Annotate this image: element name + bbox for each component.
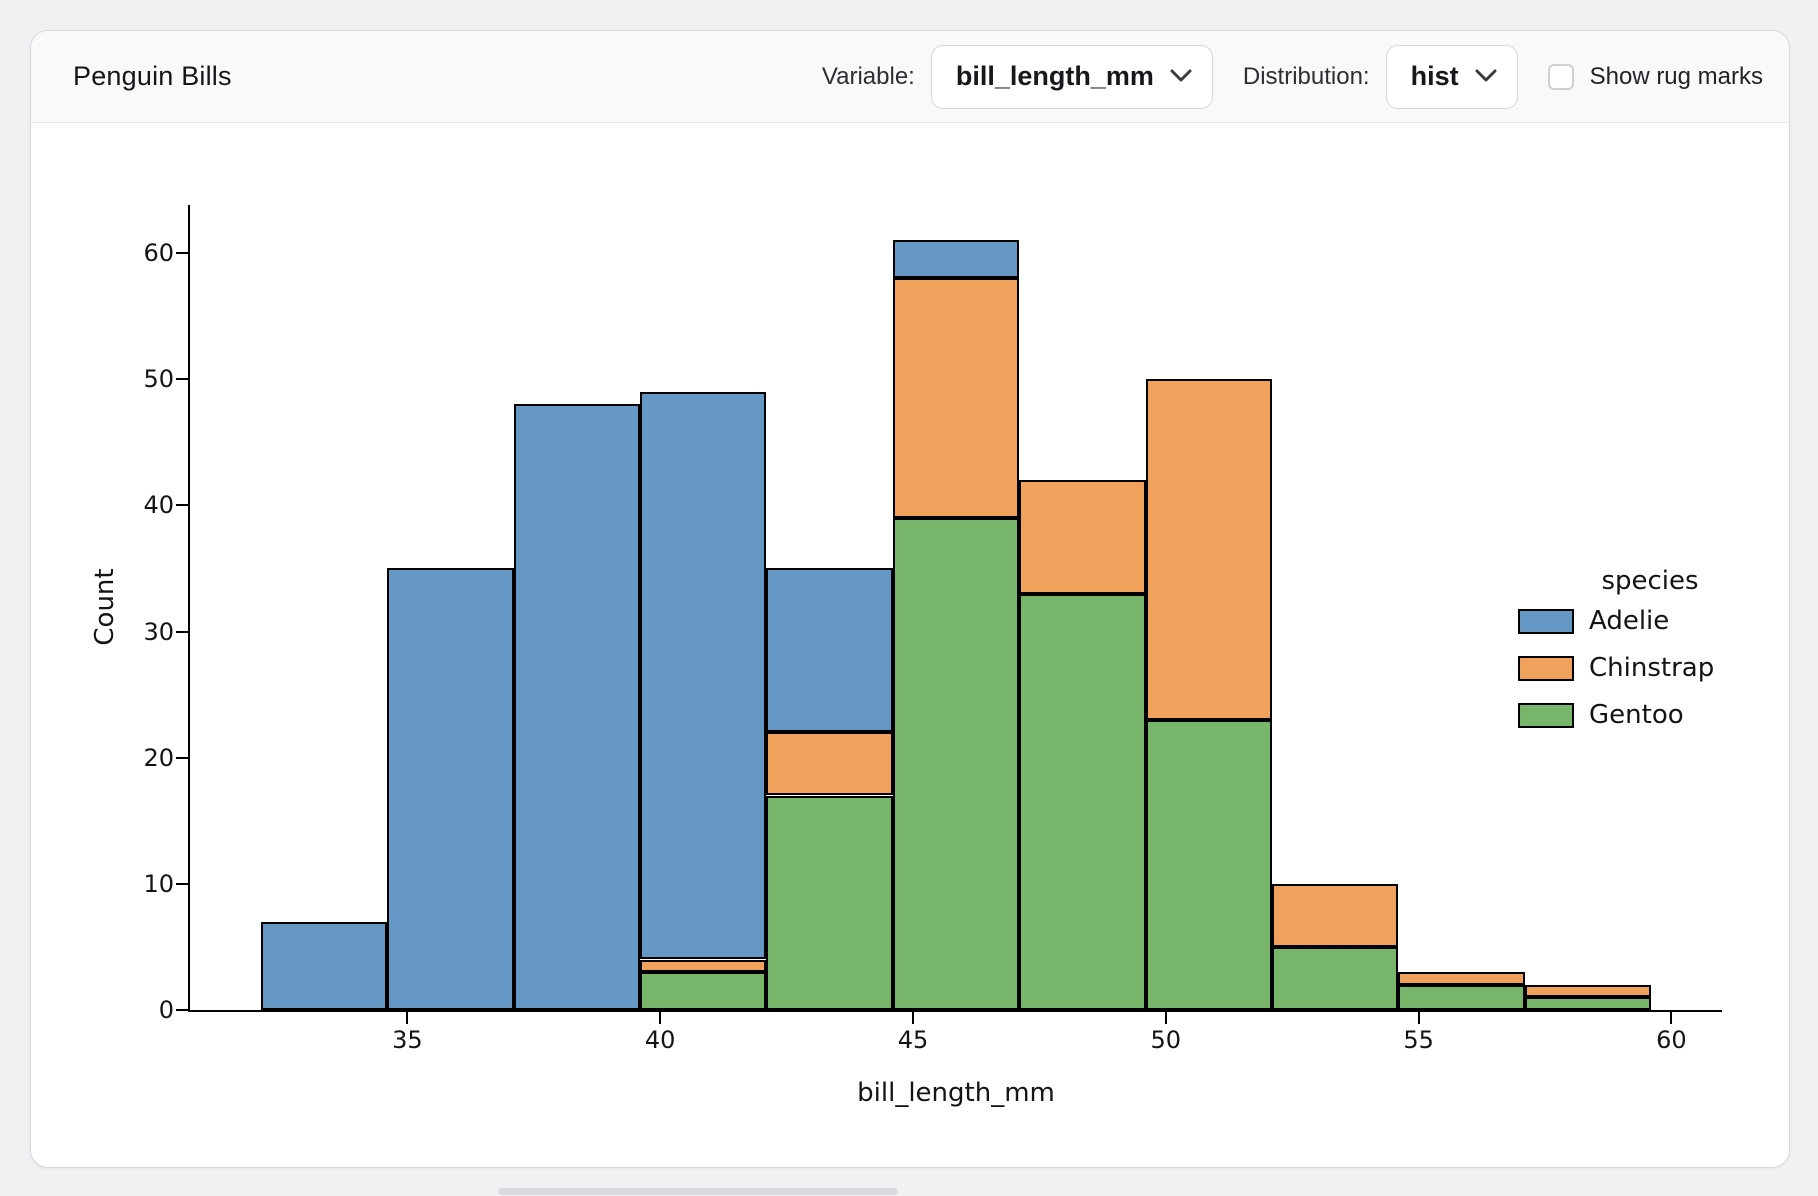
variable-select[interactable]: bill_length_mm xyxy=(930,44,1213,109)
bar-segment-adelie-bin3 xyxy=(640,391,767,960)
bar-segment-chinstrap-bin5 xyxy=(892,278,1020,518)
bar-segment-gentoo-bin10 xyxy=(1524,997,1652,1010)
bar-segment-gentoo-bin6 xyxy=(1019,593,1146,1010)
x-tick-mark xyxy=(1670,1012,1673,1024)
bar-segment-chinstrap-bin8 xyxy=(1272,883,1399,947)
bar-segment-gentoo-bin3 xyxy=(640,972,767,1010)
y-tick-mark xyxy=(176,756,188,759)
bar-segment-adelie-bin2 xyxy=(513,404,640,1010)
y-tick-mark xyxy=(176,882,188,885)
x-tick-mark xyxy=(406,1012,409,1024)
legend-label-chinstrap: Chinstrap xyxy=(1589,653,1715,683)
bar-segment-gentoo-bin9 xyxy=(1398,984,1525,1010)
distribution-select-value: hist xyxy=(1410,61,1459,91)
y-axis-spine xyxy=(188,205,190,1012)
legend-label-adelie: Adelie xyxy=(1589,606,1670,636)
bar-segment-chinstrap-bin6 xyxy=(1019,480,1146,594)
y-tick-label-60: 60 xyxy=(143,238,174,267)
horizontal-scrollbar-thumb[interactable] xyxy=(498,1188,898,1195)
x-tick-label-35: 35 xyxy=(392,1026,423,1054)
y-tick-label-10: 10 xyxy=(143,869,174,898)
x-tick-mark xyxy=(912,1012,914,1024)
bar-segment-adelie-bin5 xyxy=(892,240,1020,279)
bar-segment-chinstrap-bin3 xyxy=(640,959,767,973)
x-axis-spine xyxy=(188,1010,1722,1012)
x-tick-label-40: 40 xyxy=(644,1026,676,1054)
y-tick-label-40: 40 xyxy=(143,491,174,520)
bar-segment-adelie-bin0 xyxy=(260,921,388,1010)
bar-segment-gentoo-bin4 xyxy=(766,795,893,1010)
distribution-select[interactable]: hist xyxy=(1385,44,1518,109)
legend-swatch-chinstrap xyxy=(1518,655,1574,681)
x-tick-label-45: 45 xyxy=(897,1026,929,1054)
legend-swatch-adelie xyxy=(1518,608,1574,634)
legend-title: species xyxy=(1601,566,1699,596)
y-tick-label-50: 50 xyxy=(143,365,174,394)
y-tick-mark xyxy=(176,378,188,381)
bar-segment-adelie-bin1 xyxy=(387,568,514,1010)
x-axis-title: bill_length_mm xyxy=(857,1078,1055,1108)
y-tick-label-20: 20 xyxy=(143,743,174,772)
legend-row-gentoo: Gentoo xyxy=(1518,700,1788,730)
y-tick-label-30: 30 xyxy=(143,617,174,646)
x-tick-mark xyxy=(1164,1012,1167,1024)
legend-label-gentoo: Gentoo xyxy=(1589,700,1684,730)
show-rug-checkbox[interactable] xyxy=(1547,63,1574,90)
card-header: Penguin Bills Variable: bill_length_mm D… xyxy=(31,31,1789,123)
y-tick-mark xyxy=(176,1009,188,1011)
variable-select-value: bill_length_mm xyxy=(955,61,1154,91)
legend-row-chinstrap: Chinstrap xyxy=(1518,653,1788,683)
chevron-down-icon xyxy=(1475,69,1497,88)
distribution-label: Distribution: xyxy=(1242,62,1370,90)
x-tick-label-55: 55 xyxy=(1403,1026,1434,1054)
bar-segment-chinstrap-bin10 xyxy=(1524,984,1652,998)
bar-segment-chinstrap-bin7 xyxy=(1145,379,1272,720)
x-tick-mark xyxy=(659,1012,662,1024)
show-rug-label: Show rug marks xyxy=(1589,62,1763,90)
y-tick-mark xyxy=(176,251,188,254)
x-tick-mark xyxy=(1417,1012,1420,1024)
x-tick-label-50: 50 xyxy=(1150,1026,1182,1054)
legend-row-adelie: Adelie xyxy=(1518,606,1788,636)
chevron-down-icon xyxy=(1170,69,1192,88)
bar-segment-gentoo-bin7 xyxy=(1145,719,1272,1010)
legend-swatch-gentoo xyxy=(1518,702,1574,728)
bar-segment-chinstrap-bin4 xyxy=(766,732,893,796)
bar-segment-chinstrap-bin9 xyxy=(1398,972,1525,985)
header-controls: Variable: bill_length_mm Distribution: h… xyxy=(821,44,1763,109)
y-tick-mark xyxy=(176,504,188,507)
page-title: Penguin Bills xyxy=(73,61,232,91)
bar-segment-gentoo-bin5 xyxy=(892,517,1020,1010)
x-tick-label-60: 60 xyxy=(1656,1026,1687,1054)
y-tick-label-0: 0 xyxy=(158,996,174,1024)
y-tick-mark xyxy=(176,630,188,633)
bar-segment-adelie-bin4 xyxy=(766,568,893,733)
bar-segment-gentoo-bin8 xyxy=(1272,946,1399,1010)
chart-legend: species Adelie Chinstrap Gentoo xyxy=(1512,566,1788,747)
variable-label: Variable: xyxy=(821,62,915,90)
